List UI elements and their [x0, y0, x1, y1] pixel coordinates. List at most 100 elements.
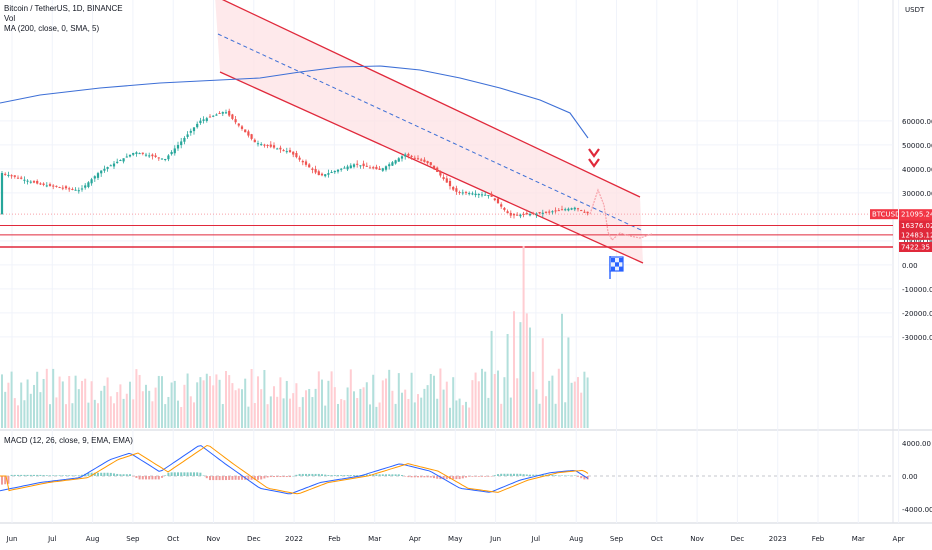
- volume-bar: [39, 392, 42, 428]
- time-axis: Jun Jul Aug Sep Oct Nov Dec 2022 Feb Mar Apr May Jun…: [6, 535, 905, 543]
- legend-volume[interactable]: Vol: [4, 14, 16, 23]
- candle-body: [10, 175, 13, 177]
- macd-hist-bar: [407, 476, 410, 478]
- volume-bar: [580, 392, 583, 428]
- candle-body: [410, 155, 413, 157]
- volume-bar: [205, 373, 208, 428]
- volume-bar: [52, 368, 55, 428]
- legend-macd[interactable]: MACD (12, 26, close, 9, EMA, EMA): [4, 436, 133, 445]
- macd-hist-bar: [36, 474, 39, 476]
- candle-body: [228, 110, 231, 116]
- macd-hist-bar: [74, 475, 77, 476]
- candle-body: [535, 213, 538, 215]
- volume-bar: [423, 388, 426, 428]
- volume-bar: [253, 403, 256, 428]
- candle-body: [199, 120, 202, 124]
- candle-body: [180, 141, 183, 146]
- candle-body: [573, 207, 576, 210]
- macd-hist-bar: [311, 473, 314, 476]
- volume-bar: [513, 311, 515, 428]
- down-arrow-icon: [588, 158, 600, 168]
- candle-body: [391, 162, 394, 166]
- macd-hist-bar: [71, 475, 74, 476]
- volume-bar: [445, 381, 448, 428]
- volume-bar: [548, 380, 551, 428]
- candle-body: [39, 183, 42, 185]
- macd-hist-bar: [234, 476, 237, 480]
- macd-hist-bar: [417, 476, 419, 478]
- candle-body: [237, 123, 240, 126]
- macd-hist-bar: [404, 476, 407, 477]
- volume-bar: [209, 376, 211, 428]
- volume-bar: [167, 396, 170, 428]
- macd-hist-bar: [202, 475, 205, 476]
- macd-hist-bar: [266, 476, 269, 478]
- volume-bar: [413, 402, 416, 428]
- volume-bar: [266, 404, 269, 428]
- volume-bar: [442, 389, 445, 428]
- macd-hist-bar: [61, 475, 64, 476]
- candle-body: [458, 192, 461, 194]
- macd-hist-bar: [65, 475, 67, 476]
- macd-hist-bar: [298, 473, 301, 476]
- macd-hist-bar: [218, 476, 221, 481]
- macd-hist-bar: [487, 476, 490, 477]
- volume-bar: [388, 369, 391, 428]
- volume-bar: [68, 376, 71, 428]
- candle-body: [48, 184, 52, 186]
- macd-hist-bar: [39, 474, 42, 476]
- macd-hist-bar: [193, 472, 195, 476]
- volume-bar: [490, 330, 493, 428]
- volume-bar: [74, 375, 77, 428]
- macd-hist-bar: [375, 474, 378, 476]
- legend-ma[interactable]: MA (200, close, 0, SMA, 5): [4, 24, 100, 33]
- price-tag-bg: [899, 229, 932, 240]
- time-tick-label: Sep: [126, 535, 140, 543]
- volume-bar: [349, 369, 352, 428]
- candle-body: [445, 178, 448, 183]
- price-axis: USDT 60000.00 50000.00 40000.00 30000.00 1000…: [902, 6, 932, 514]
- macd-hist-bar: [1, 476, 3, 485]
- candle-body: [490, 193, 493, 197]
- candle-body: [544, 211, 548, 213]
- macd-hist-bar: [228, 476, 231, 480]
- volume-bar: [244, 378, 247, 428]
- macd-hist-bar: [221, 476, 224, 481]
- candle-body: [356, 163, 359, 165]
- candle-body: [468, 193, 471, 195]
- candle-body: [32, 181, 36, 183]
- macd-hist-bar: [340, 475, 343, 476]
- volume-bar: [183, 384, 186, 428]
- candle-body: [522, 213, 525, 215]
- volume-bar: [119, 384, 122, 428]
- candle-body: [125, 156, 128, 158]
- candle-body: [148, 155, 151, 157]
- macd-hist-bar: [241, 476, 243, 480]
- candle-body: [128, 154, 132, 157]
- candle-body: [532, 213, 535, 215]
- volume-bar: [33, 384, 35, 428]
- volume-bar: [170, 382, 173, 428]
- volume-bar: [586, 377, 589, 428]
- candle-body: [368, 167, 372, 169]
- time-tick-label: Dec: [247, 535, 261, 543]
- macd-hist-bar: [532, 474, 535, 476]
- macd-hist-bar: [132, 476, 135, 477]
- volume-bar: [65, 404, 67, 428]
- volume-bar: [285, 380, 288, 428]
- macd-hist-bar: [103, 472, 106, 476]
- candle-body: [55, 185, 58, 187]
- volume-bar: [449, 407, 451, 428]
- macd-hist-bar: [138, 476, 141, 480]
- macd-hist-bar: [420, 476, 423, 478]
- macd-hist-bar: [455, 476, 458, 480]
- volume-bar: [292, 393, 295, 428]
- legend-symbol[interactable]: Bitcoin / TetherUS, 1D, BINANCE: [4, 4, 123, 13]
- volume-bar: [321, 379, 323, 428]
- candle-body: [96, 173, 100, 178]
- candle-body: [247, 131, 250, 136]
- candle-body: [13, 175, 16, 177]
- macd-hist-bar: [212, 476, 215, 481]
- volume-bar: [522, 246, 525, 428]
